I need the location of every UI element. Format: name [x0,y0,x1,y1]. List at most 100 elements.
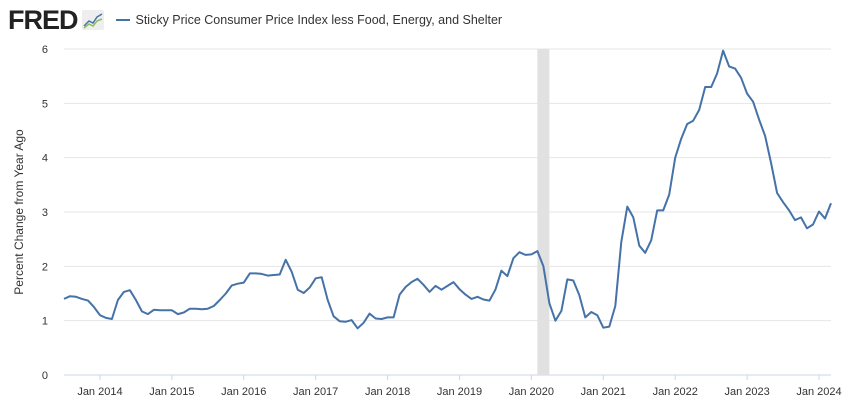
data-point[interactable] [781,200,785,204]
data-point[interactable] [523,253,527,257]
data-point[interactable] [745,92,749,96]
data-point[interactable] [122,290,126,294]
data-point[interactable] [212,304,216,308]
data-point[interactable] [428,290,432,294]
data-point[interactable] [374,316,378,320]
data-point[interactable] [62,297,66,301]
data-point[interactable] [296,288,300,292]
series-line[interactable] [63,49,832,330]
data-point[interactable] [793,218,797,222]
data-point[interactable] [709,85,713,89]
data-point[interactable] [248,271,252,275]
data-point[interactable] [158,308,162,312]
data-point[interactable] [422,283,426,287]
data-point[interactable] [757,118,761,122]
data-point[interactable] [565,277,569,281]
data-point[interactable] [236,282,240,286]
data-point[interactable] [404,285,408,289]
data-point[interactable] [440,288,444,292]
data-point[interactable] [451,280,455,284]
data-point[interactable] [559,309,563,313]
data-point[interactable] [278,272,282,276]
data-point[interactable] [392,315,396,319]
data-point[interactable] [434,284,438,288]
data-point[interactable] [787,208,791,212]
data-point[interactable] [320,275,324,279]
data-point[interactable] [128,288,132,292]
data-point[interactable] [643,251,647,255]
data-point[interactable] [673,156,677,160]
data-point[interactable] [104,316,108,320]
data-point[interactable] [679,137,683,141]
data-point[interactable] [613,304,617,308]
data-point[interactable] [218,298,222,302]
data-point[interactable] [619,240,623,244]
data-point[interactable] [697,108,701,112]
data-point[interactable] [290,270,294,274]
data-point[interactable] [200,307,204,311]
data-point[interactable] [68,294,72,298]
data-point[interactable] [116,298,120,302]
data-point[interactable] [571,278,575,282]
data-point[interactable] [655,208,659,212]
data-point[interactable] [302,291,306,295]
data-point[interactable] [80,297,84,301]
data-point[interactable] [134,298,138,302]
data-point[interactable] [739,76,743,80]
data-point[interactable] [511,256,515,260]
data-point[interactable] [182,311,186,315]
data-point[interactable] [110,317,114,321]
data-point[interactable] [356,326,360,330]
data-point[interactable] [284,258,288,262]
data-point[interactable] [254,271,258,275]
data-point[interactable] [170,308,174,312]
data-point[interactable] [625,205,629,209]
data-point[interactable] [314,276,318,280]
data-point[interactable] [380,317,384,321]
data-point[interactable] [595,313,599,317]
data-point[interactable] [727,64,731,68]
fred-logo[interactable]: FRED [8,4,78,35]
data-point[interactable] [260,272,264,276]
data-point[interactable] [457,287,461,291]
data-point[interactable] [326,298,330,302]
data-point[interactable] [769,161,773,165]
data-point[interactable] [661,208,665,212]
data-point[interactable] [481,297,485,301]
data-point[interactable] [703,85,707,89]
data-point[interactable] [541,264,545,268]
data-point[interactable] [667,193,671,197]
data-point[interactable] [86,299,90,303]
data-point[interactable] [553,319,557,323]
data-point[interactable] [344,320,348,324]
data-point[interactable] [332,314,336,318]
data-point[interactable] [751,100,755,104]
data-point[interactable] [92,305,96,309]
data-point[interactable] [577,293,581,297]
data-point[interactable] [164,308,168,312]
data-point[interactable] [817,209,821,213]
data-point[interactable] [469,297,473,301]
data-point[interactable] [338,319,342,323]
data-point[interactable] [487,299,491,303]
data-point[interactable] [266,274,270,278]
data-point[interactable] [637,244,641,248]
data-point[interactable] [146,312,150,316]
data-point[interactable] [230,283,234,287]
data-point[interactable] [475,295,479,299]
data-point[interactable] [517,250,521,254]
data-point[interactable] [398,293,402,297]
data-point[interactable] [631,215,635,219]
data-point[interactable] [98,313,102,317]
data-point[interactable] [362,321,366,325]
data-point[interactable] [829,201,833,205]
data-point[interactable] [607,325,611,329]
data-point[interactable] [775,191,779,195]
data-point[interactable] [601,326,605,330]
data-point[interactable] [140,309,144,313]
data-point[interactable] [206,307,210,311]
data-point[interactable] [493,288,497,292]
data-point[interactable] [721,49,725,53]
data-point[interactable] [763,134,767,138]
data-point[interactable] [529,252,533,256]
